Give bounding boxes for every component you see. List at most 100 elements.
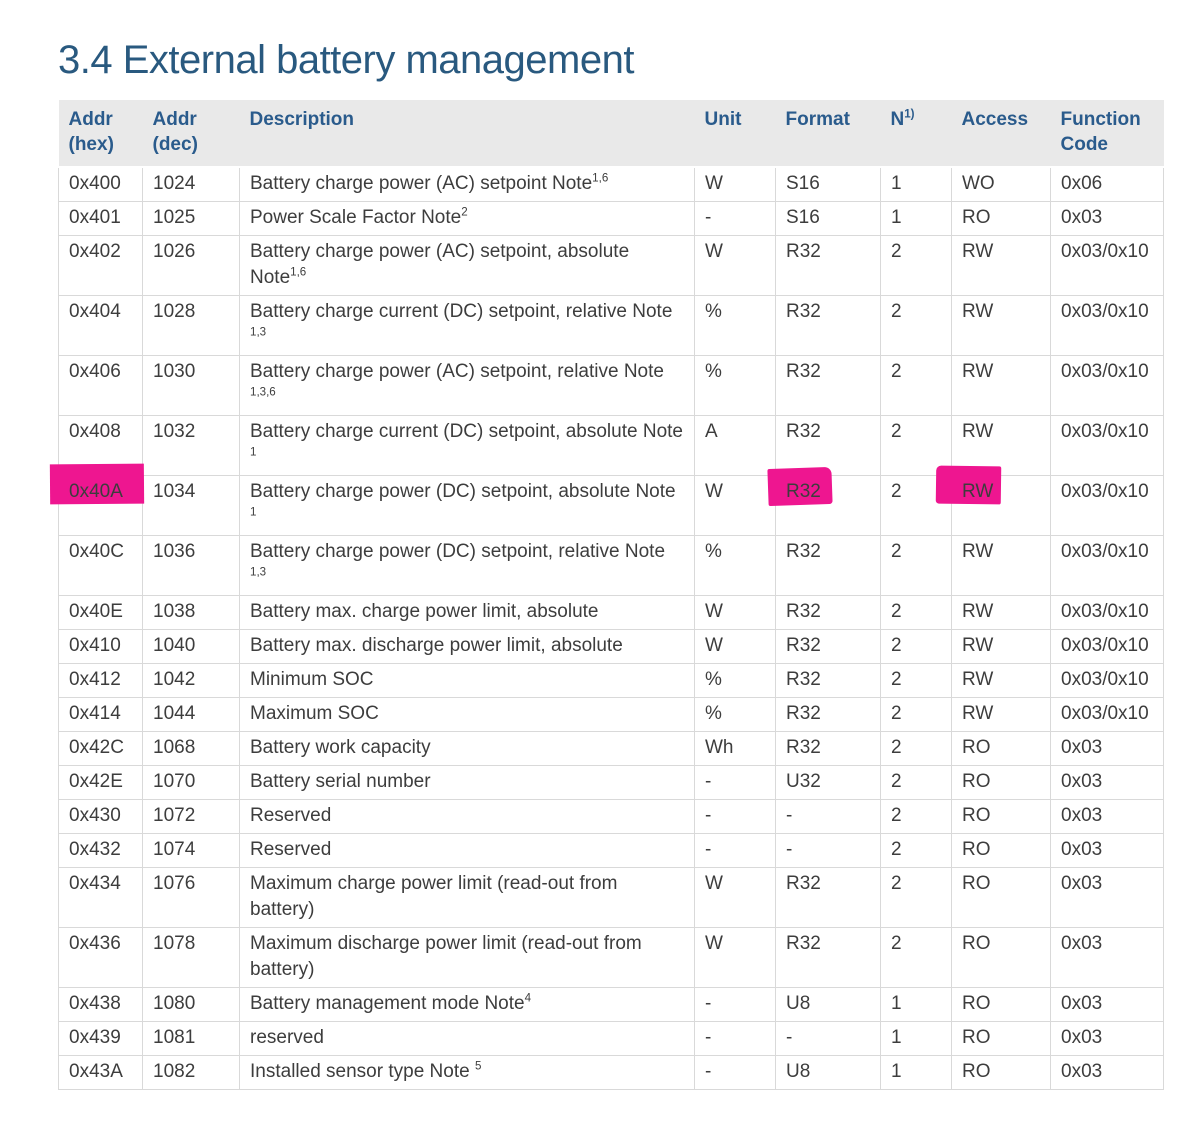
- unit-cell-text: %: [705, 541, 722, 563]
- table-row: 0x412 1042 Minimum SOC% R32 2 RW 0x03/0x10: [58, 663, 1164, 699]
- description-cell: Battery charge power (AC) setpoint Note1…: [239, 166, 695, 203]
- word-count-cell: 2: [880, 235, 952, 297]
- note-superscript: 4: [524, 992, 532, 1005]
- word-count-cell: 2: [880, 697, 952, 733]
- function-code-cell-text: 0x03: [1061, 993, 1103, 1015]
- unit-cell-text: W: [705, 173, 723, 195]
- access-cell-text: WO: [962, 173, 995, 195]
- word-count-cell-text: 2: [891, 805, 902, 827]
- unit-cell: W: [694, 235, 776, 297]
- format-cell: R32: [775, 629, 881, 665]
- addr-hex-cell-text: 0x401: [69, 207, 121, 229]
- access-cell: RO: [951, 731, 1051, 767]
- access-cell-text: RW: [962, 481, 994, 503]
- description-cell-text: Battery charge power (AC) setpoint Note1…: [250, 172, 609, 195]
- addr-hex-cell-text: 0x436: [69, 933, 121, 955]
- format-cell: -: [775, 833, 881, 869]
- word-count-cell: 2: [880, 799, 952, 835]
- word-count-cell: 2: [880, 535, 952, 597]
- addr-hex-cell: 0x404: [58, 295, 143, 357]
- format-cell: -: [775, 799, 881, 835]
- addr-dec-cell: 1078: [142, 927, 240, 989]
- addr-hex-cell-text: 0x402: [69, 241, 121, 263]
- section-title: 3.4 External battery management: [58, 38, 634, 82]
- function-code-cell: 0x03: [1050, 867, 1164, 929]
- word-count-cell-text: 2: [891, 839, 902, 861]
- description-cell: Battery serial number: [239, 765, 695, 801]
- note-superscript: 1,6: [290, 266, 307, 279]
- table-row: 0x408 1032 Battery charge current (DC) set…: [58, 415, 1164, 477]
- function-code-cell: 0x03: [1050, 201, 1164, 237]
- description-cell: reserved: [239, 1021, 695, 1057]
- access-cell-text: RW: [962, 361, 994, 383]
- function-code-cell: 0x03: [1050, 927, 1164, 989]
- column-header-desc: Description: [239, 100, 695, 169]
- access-cell: RW: [951, 595, 1051, 631]
- note-superscript: 1: [250, 506, 257, 519]
- addr-dec-cell-text: 1026: [153, 241, 196, 263]
- function-code-cell-text: 0x06: [1061, 173, 1103, 195]
- access-cell: RW: [951, 355, 1051, 417]
- word-count-cell: 1: [880, 1055, 952, 1091]
- unit-cell-text: %: [705, 301, 722, 323]
- addr-dec-cell: 1026: [142, 235, 240, 297]
- unit-cell: %: [694, 663, 776, 699]
- word-count-cell-text: 1: [891, 1027, 902, 1049]
- description-cell-text: Battery charge current (DC) setpoint, re…: [250, 301, 673, 339]
- addr-hex-cell-text: 0x414: [69, 703, 121, 725]
- addr-hex-cell-text: 0x438: [69, 993, 121, 1015]
- description-cell: Maximum charge power limit (read-out fro…: [239, 867, 695, 929]
- column-header-fmt: Format: [775, 100, 881, 169]
- format-cell: R32: [775, 867, 881, 929]
- unit-cell-text: W: [705, 481, 723, 503]
- description-cell-text: Battery management mode Note4: [250, 992, 532, 1015]
- access-cell-text: RO: [962, 933, 991, 955]
- table-row: 0x42E 1070 Battery serial number - U32 2 RO 0x0…: [58, 765, 1164, 801]
- addr-dec-cell-text: 1038: [153, 601, 196, 623]
- access-cell-text: RW: [962, 601, 994, 623]
- description-cell: Battery charge power (AC) setpoint, rela…: [239, 355, 695, 417]
- access-cell: RO: [951, 799, 1051, 835]
- addr-hex-cell: 0x436: [58, 927, 143, 989]
- function-code-cell-text: 0x03/0x10: [1061, 481, 1149, 503]
- unit-cell: -: [694, 833, 776, 869]
- description-cell-text: Reserved: [250, 805, 332, 827]
- addr-hex-cell: 0x402: [58, 235, 143, 297]
- function-code-cell: 0x03/0x10: [1050, 535, 1164, 597]
- addr-dec-cell-text: 1032: [153, 421, 196, 443]
- format-cell: R32: [775, 535, 881, 597]
- description-cell: Installed sensor type Note 5: [239, 1055, 695, 1091]
- modbus-register-table: Addr (hex) Addr (dec) Description Unit Format N…: [49, 100, 1164, 1091]
- addr-hex-cell-text: 0x406: [69, 361, 121, 383]
- format-cell: R32: [775, 355, 881, 417]
- word-count-cell: 1: [880, 1021, 952, 1057]
- access-cell: RW: [951, 295, 1051, 357]
- addr-dec-cell: 1044: [142, 697, 240, 733]
- column-header-unit: Unit: [694, 100, 776, 169]
- word-count-cell: 2: [880, 765, 952, 801]
- note-superscript: 2: [461, 206, 468, 219]
- format-cell: S16: [775, 166, 881, 203]
- description-cell: Maximum SOC: [239, 697, 695, 733]
- format-cell-text: R32: [786, 301, 821, 323]
- unit-cell-text: %: [705, 361, 722, 383]
- unit-cell: W: [694, 927, 776, 989]
- description-cell: Battery max. charge power limit, absolut…: [239, 595, 695, 631]
- unit-cell-text: -: [705, 993, 712, 1015]
- addr-dec-cell-text: 1044: [153, 703, 196, 725]
- function-code-cell-text: 0x03/0x10: [1061, 241, 1149, 263]
- access-cell: WO: [951, 166, 1051, 203]
- description-cell-text: Battery max. discharge power limit, abso…: [250, 635, 623, 657]
- addr-dec-cell: 1040: [142, 629, 240, 665]
- word-count-cell: 1: [880, 166, 952, 203]
- description-cell: Maximum discharge power limit (read-out …: [239, 927, 695, 989]
- access-cell: RO: [951, 833, 1051, 869]
- unit-cell: %: [694, 355, 776, 417]
- word-count-cell-text: 1: [891, 1061, 902, 1083]
- addr-hex-cell-text: 0x432: [69, 839, 121, 861]
- function-code-cell: 0x03: [1050, 765, 1164, 801]
- function-code-cell-text: 0x03/0x10: [1061, 301, 1149, 323]
- addr-dec-cell-text: 1074: [153, 839, 196, 861]
- addr-hex-cell-text: 0x42E: [69, 771, 123, 793]
- word-count-cell: 2: [880, 629, 952, 665]
